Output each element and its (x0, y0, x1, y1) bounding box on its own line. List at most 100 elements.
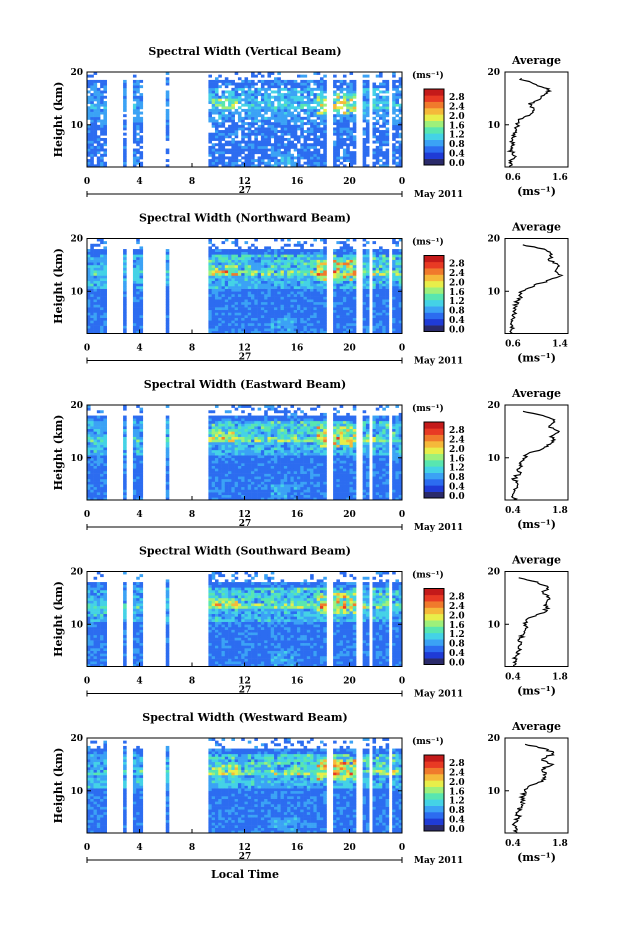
heatmap-cell (165, 301, 170, 305)
heatmap-cell (349, 135, 354, 139)
heatmap-cell (382, 103, 386, 107)
heatmap-cell (214, 460, 219, 464)
heatmap-cell (313, 322, 317, 326)
heatmap-cell (379, 299, 383, 303)
heatmap-cell (254, 119, 258, 123)
heatmap-cell (395, 278, 400, 282)
heatmap-cell (270, 114, 275, 118)
heatmap-cell (352, 114, 357, 118)
heatmap-cell (382, 95, 386, 99)
heatmap-cell (228, 132, 232, 136)
heatmap-cell (93, 426, 98, 430)
heatmap-cell (208, 330, 212, 334)
heatmap-cell (323, 103, 327, 107)
heatmap-cell (267, 272, 272, 276)
heatmap-cell (254, 249, 258, 252)
heatmap-cell (87, 299, 91, 303)
heatmap-cell (274, 77, 278, 81)
heatmap-cell (211, 449, 216, 453)
heatmap-cell (132, 457, 137, 461)
heatmap-cell (257, 494, 262, 498)
heatmap-cell (136, 259, 140, 263)
heatmap-cell (254, 272, 258, 276)
heatmap-cell (264, 249, 268, 252)
heatmap-cell (365, 262, 370, 266)
heatmap-cell (264, 256, 268, 260)
heatmap-cell (287, 328, 291, 332)
heatmap-cell (310, 275, 314, 279)
heatmap-cell (336, 328, 340, 332)
heatmap-cell (297, 153, 301, 157)
heatmap-cell (139, 494, 144, 498)
heatmap-cell (336, 156, 340, 160)
heatmap-cell (382, 82, 386, 86)
heatmap-cell (96, 301, 101, 305)
heatmap-cell (342, 317, 347, 321)
heatmap-cell (93, 293, 98, 297)
heatmap-cell (93, 288, 98, 292)
heatmap-cell (352, 301, 357, 305)
heatmap-cell (277, 148, 281, 152)
heatmap-cell (257, 79, 262, 83)
colorbar-segment (424, 152, 444, 159)
heatmap-cell (93, 296, 98, 300)
heatmap-cell (277, 278, 281, 282)
heatmap-cell (234, 320, 239, 324)
heatmap-cell (313, 259, 317, 263)
heatmap-cell (283, 249, 288, 252)
heatmap-cell (247, 463, 252, 466)
heatmap-cell (247, 95, 252, 99)
heatmap-cell (211, 301, 216, 305)
heatmap-cell (379, 95, 383, 99)
heatmap-cell (300, 116, 304, 120)
heatmap-cell (224, 79, 229, 83)
heatmap-cell (244, 153, 249, 157)
heatmap-cell (379, 328, 383, 332)
heatmap-cell (283, 251, 288, 255)
heatmap-cell (346, 130, 350, 133)
heatmap-cell (241, 291, 245, 295)
heatmap-cell (247, 103, 252, 107)
heatmap-cell (365, 151, 370, 155)
heatmap-cell (267, 164, 272, 168)
heatmap-cell (379, 137, 383, 141)
heatmap-cell (392, 283, 396, 287)
heatmap-cell (224, 468, 229, 472)
heatmap-cell (293, 249, 298, 252)
heatmap-cell (306, 114, 311, 118)
heatmap-cell (362, 127, 367, 131)
heatmap-cell (257, 426, 262, 430)
heatmap-cell (313, 72, 317, 75)
heatmap-cell (214, 148, 219, 152)
heatmap-cell (323, 79, 327, 83)
heatmap-cell (280, 79, 285, 83)
heatmap-cell (260, 151, 265, 155)
heatmap-cell (319, 114, 324, 118)
heatmap-cell (303, 254, 308, 258)
heatmap-cell (244, 90, 249, 94)
heatmap-cell (260, 251, 265, 255)
heatmap-cell (214, 293, 219, 297)
heatmap-cell (139, 130, 144, 133)
heatmap-cell (211, 426, 216, 430)
heatmap-cell (211, 473, 216, 477)
heatmap-cell (224, 460, 229, 464)
heatmap-cell (251, 148, 255, 152)
heatmap-cell (395, 151, 400, 155)
heatmap-cell (277, 124, 281, 128)
heatmap-cell (300, 320, 304, 324)
heatmap-cell (218, 278, 222, 282)
x-tick-label: 8 (189, 177, 195, 187)
heatmap-cell (277, 103, 281, 107)
heatmap-cell (237, 127, 242, 131)
heatmap-cell (237, 489, 242, 493)
heatmap-cell (208, 457, 212, 461)
heatmap-cell (274, 286, 278, 289)
heatmap-cell (306, 143, 311, 147)
heatmap-cell (306, 93, 311, 97)
heatmap-cell (211, 291, 216, 295)
heatmap-cell (247, 286, 252, 289)
heatmap-cell (395, 114, 400, 118)
colorbar-tick-label: 2.8 (449, 260, 465, 270)
heatmap-cell (274, 249, 278, 252)
